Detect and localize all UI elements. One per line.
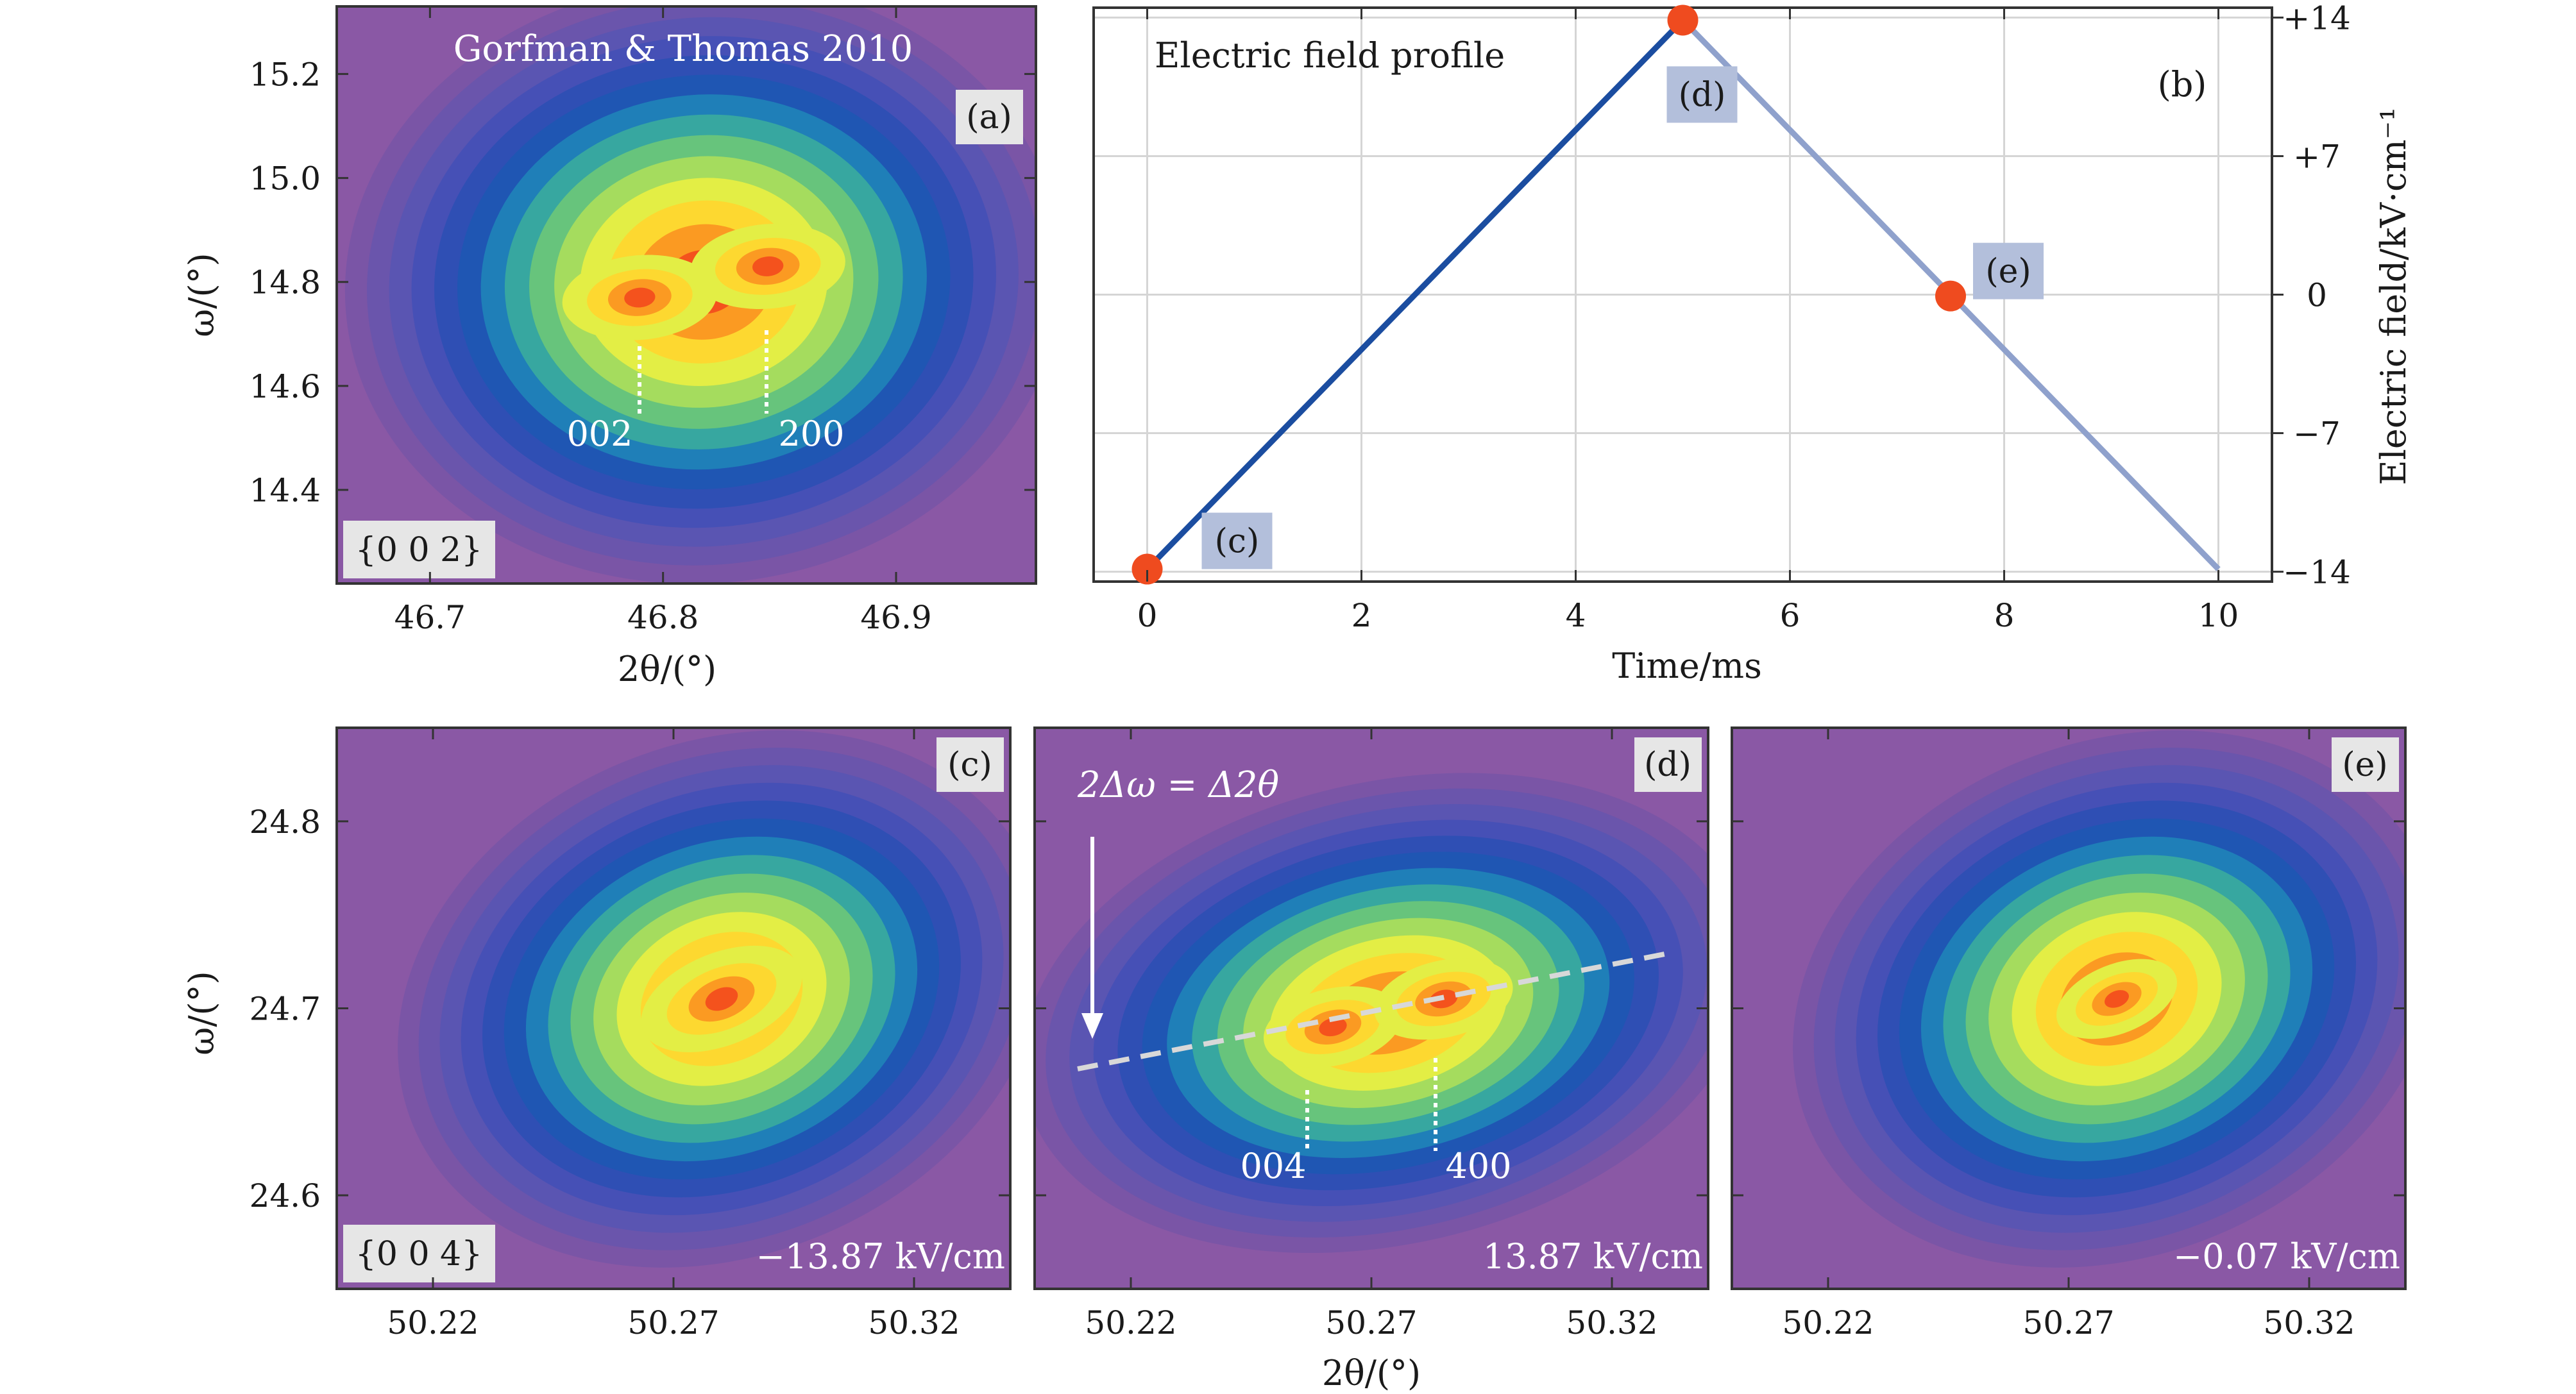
panel-b-annotation: Electric field profile bbox=[1155, 35, 1505, 76]
panel-c-tag-bg bbox=[936, 737, 1004, 792]
peak-label-400: 400 bbox=[1445, 1146, 1511, 1186]
data-point-marker bbox=[1667, 4, 1699, 36]
panel-c-tag: (c) bbox=[947, 746, 992, 784]
x-tick-label: 50.22 bbox=[1782, 1304, 1874, 1341]
series-line-rising bbox=[1145, 18, 1685, 571]
panel-b-axes: 0 2 4 6 8 10 +14 +7 0 −7 −14 bbox=[1137, 0, 2351, 634]
y-tick-label: 24.6 bbox=[250, 1177, 321, 1214]
panel-c-field: −13.87 kV/cm bbox=[756, 1236, 1005, 1277]
y-tick-label: 0 bbox=[2307, 277, 2327, 314]
x-tick-label: 46.9 bbox=[860, 599, 931, 636]
x-tick-label: 50.32 bbox=[2263, 1304, 2355, 1341]
x-tick-label: 6 bbox=[1780, 597, 1801, 634]
panel-c: (c) {0 0 4} −13.87 kV/cm 50.22 50.27 50.32… bbox=[250, 726, 1012, 1341]
heatmap-c bbox=[337, 728, 1010, 1289]
peak-core bbox=[752, 256, 784, 276]
panel-d-field: 13.87 kV/cm bbox=[1483, 1236, 1703, 1277]
x-tick-label: 2 bbox=[1352, 597, 1372, 634]
y-tick-label: 14.4 bbox=[250, 472, 321, 509]
panel-d-tag-bg bbox=[1634, 737, 1702, 792]
x-tick-label: 50.32 bbox=[868, 1304, 960, 1341]
arrow-down-icon bbox=[1081, 1013, 1103, 1039]
point-label-bg bbox=[1201, 512, 1273, 569]
x-tick-label: 50.27 bbox=[2022, 1304, 2114, 1341]
peak-label-004: 004 bbox=[1240, 1146, 1306, 1186]
y-tick-label: 24.7 bbox=[250, 991, 321, 1028]
panel-d-axes: 50.22 50.27 50.32 bbox=[1035, 728, 1708, 1341]
bottom-xlabel: 2θ/(°) bbox=[1322, 1353, 1421, 1393]
y-tick-label: −14 bbox=[2283, 554, 2351, 591]
panel-a-badge: {0 0 2} bbox=[355, 531, 482, 569]
y-tick-label: 14.6 bbox=[250, 368, 321, 405]
y-tick-label: 15.0 bbox=[250, 160, 321, 197]
panel-e: (e) −0.07 kV/cm 50.22 50.27 50.32 bbox=[1731, 726, 2407, 1341]
x-tick-label: 4 bbox=[1566, 597, 1586, 634]
x-tick-label: 50.27 bbox=[1325, 1304, 1417, 1341]
peak-label-200: 200 bbox=[778, 414, 844, 454]
panel-c-axes: 50.22 50.27 50.32 24.8 24.7 24.6 bbox=[250, 728, 1010, 1341]
panel-a-tag-bg bbox=[956, 90, 1023, 144]
x-tick-label: 46.7 bbox=[394, 599, 466, 636]
panel-d-tag: (d) bbox=[1644, 746, 1691, 784]
point-label: (c) bbox=[1215, 523, 1260, 561]
point-label-bg bbox=[1666, 66, 1738, 123]
panel-a-ylabel: ω/(°) bbox=[182, 253, 222, 337]
panel-a-badge-bg bbox=[343, 521, 495, 578]
panel-d-annotation: 2Δω = Δ2θ bbox=[1077, 764, 1279, 806]
y-tick-label: 15.2 bbox=[250, 56, 321, 93]
panel-a-tag: (a) bbox=[966, 98, 1012, 137]
data-point-marker bbox=[1935, 280, 1966, 312]
x-tick-label: 0 bbox=[1137, 597, 1158, 634]
heatmap-e bbox=[1732, 728, 2405, 1289]
panel-d: (d) 2Δω = Δ2θ 004 400 13.87 kV/cm 50.22 5… bbox=[1033, 726, 1709, 1341]
panel-c-badge-bg bbox=[343, 1225, 495, 1282]
panel-b: (c) (d) (e) Electric field profile (b) 0 2 4… bbox=[1092, 0, 2414, 686]
point-label: (e) bbox=[1985, 253, 2031, 291]
x-tick-label: 46.8 bbox=[627, 599, 699, 636]
y-tick-label: −7 bbox=[2293, 416, 2341, 453]
panel-a: Gorfman & Thomas 2010 (a) {0 0 2} 002 20… bbox=[182, 5, 1037, 689]
slope-guide-line bbox=[1077, 952, 1665, 1071]
peak-core bbox=[2105, 990, 2129, 1008]
panel-e-axes: 50.22 50.27 50.32 bbox=[1732, 728, 2405, 1341]
peak-core bbox=[705, 987, 738, 1011]
panel-a-xlabel: 2θ/(°) bbox=[618, 649, 716, 689]
panel-b-grid bbox=[1094, 8, 2272, 582]
y-tick-label: +7 bbox=[2293, 138, 2341, 175]
y-tick-label: +14 bbox=[2283, 0, 2351, 37]
panel-b-ylabel: Electric field/kV·cm⁻¹ bbox=[2373, 107, 2414, 485]
panel-e-field: −0.07 kV/cm bbox=[2173, 1236, 2400, 1277]
bottom-ylabel: ω/(°) bbox=[182, 971, 222, 1055]
x-tick-label: 50.27 bbox=[627, 1304, 719, 1341]
x-tick-label: 50.22 bbox=[387, 1304, 479, 1341]
y-tick-label: 24.8 bbox=[250, 803, 321, 841]
peak-label-002: 002 bbox=[566, 414, 632, 454]
peak-core bbox=[1319, 1018, 1347, 1037]
y-tick-label: 14.8 bbox=[250, 264, 321, 301]
panel-b-tag: (b) bbox=[2158, 64, 2207, 105]
heatmap-d bbox=[1035, 728, 1708, 1289]
x-tick-label: 8 bbox=[1994, 597, 2015, 634]
panel-e-tag: (e) bbox=[2342, 746, 2387, 784]
panel-b-plot: (c) (d) (e) bbox=[1131, 4, 2221, 585]
panel-a-frame bbox=[335, 5, 1037, 585]
heatmap-a bbox=[337, 6, 1036, 584]
point-label-bg bbox=[1973, 242, 2044, 299]
x-tick-label: 10 bbox=[2198, 597, 2239, 634]
panel-a-axes: 46.7 46.8 46.9 15.2 15.0 14.8 14.6 14.4 bbox=[250, 6, 1036, 636]
panel-c-badge: {0 0 4} bbox=[355, 1235, 482, 1273]
x-tick-label: 50.22 bbox=[1085, 1304, 1176, 1341]
peak-core bbox=[624, 287, 656, 308]
point-label: (d) bbox=[1679, 76, 1726, 114]
data-point-marker bbox=[1131, 553, 1163, 585]
x-tick-label: 50.32 bbox=[1566, 1304, 1657, 1341]
panel-b-xlabel: Time/ms bbox=[1612, 646, 1762, 686]
panel-e-tag-bg bbox=[2332, 737, 2399, 792]
panel-a-title: Gorfman & Thomas 2010 bbox=[453, 28, 913, 70]
